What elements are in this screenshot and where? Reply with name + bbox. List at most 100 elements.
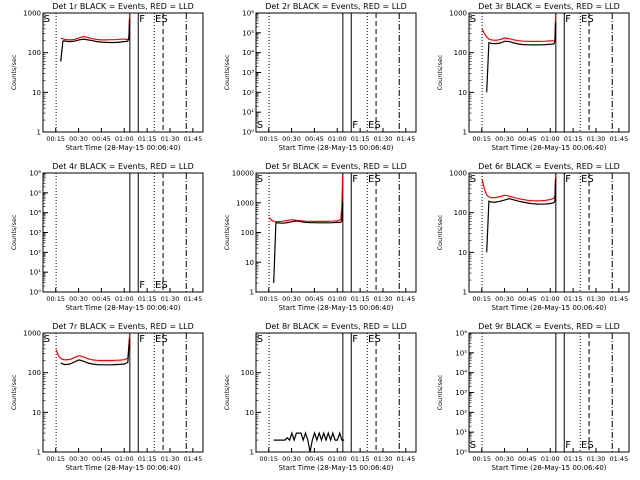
x-tick-label: 01:45	[396, 295, 415, 303]
x-tick-label: 01:45	[183, 295, 202, 303]
marker-label-es: ES	[368, 174, 381, 185]
plot-frame	[42, 172, 204, 293]
x-tick-label: 01:15	[138, 135, 157, 143]
x-tick-label: 01:00	[115, 135, 134, 143]
x-tick-label: 00:45	[305, 295, 324, 303]
x-tick-label: 01:30	[161, 135, 180, 143]
detector-panel-5: Det 5r BLACK = Events, RED = LLD 00:15 00:…	[223, 162, 417, 312]
x-tick-label: 01:15	[351, 295, 370, 303]
y-axis-label: Counts/sec	[10, 54, 18, 90]
y-tick-label: 10⁶	[29, 170, 41, 178]
x-tick-label: 00:15	[472, 455, 491, 463]
x-tick-label: 00:45	[305, 455, 324, 463]
marker-label-f: F	[352, 120, 358, 131]
x-tick-label: 01:00	[115, 295, 134, 303]
x-tick-label: 00:45	[518, 455, 537, 463]
y-tick-label: 10³	[455, 389, 467, 397]
y-tick-label: 1000	[23, 10, 41, 18]
y-axis-label: Counts/sec	[223, 54, 231, 90]
y-axis-label: Counts/sec	[436, 54, 444, 90]
x-axis-label: Start Time (28-May-15 00:06:40)	[491, 304, 606, 312]
x-tick-label: 01:15	[138, 455, 157, 463]
marker-label-es: ES	[581, 440, 594, 451]
x-tick-label: 01:45	[609, 455, 628, 463]
x-tick-label: 00:45	[518, 135, 537, 143]
marker-label-es: ES	[368, 120, 381, 131]
marker-label-f: F	[139, 334, 145, 345]
x-tick-label: 01:30	[161, 295, 180, 303]
marker-label-s: S	[470, 440, 476, 451]
y-tick-label: 10⁶	[242, 10, 254, 18]
x-tick-label: 01:00	[541, 295, 560, 303]
y-tick-label: 1	[37, 449, 41, 457]
plot-frame	[468, 172, 630, 293]
x-tick-label: 00:30	[282, 455, 301, 463]
panel-title: Det 7r BLACK = Events, RED = LLD	[52, 322, 194, 331]
y-tick-label: 10¹	[242, 109, 254, 117]
x-tick-label: 01:00	[328, 135, 347, 143]
detector-panel-1: Det 1r BLACK = Events, RED = LLD 00:15 00:…	[10, 2, 204, 152]
x-tick-label: 01:30	[587, 135, 606, 143]
x-tick-label: 00:45	[92, 455, 111, 463]
y-tick-label: 1	[463, 289, 467, 297]
plot-frame	[468, 12, 630, 133]
x-axis-label: Start Time (28-May-15 00:06:40)	[491, 464, 606, 472]
x-tick-label: 00:30	[495, 295, 514, 303]
x-tick-label: 00:45	[518, 295, 537, 303]
y-tick-label: 10¹	[455, 429, 467, 437]
x-tick-label: 01:30	[587, 455, 606, 463]
lld-series-line	[60, 14, 131, 41]
y-tick-label: 1	[463, 129, 467, 137]
panel-title: Det 8r BLACK = Events, RED = LLD	[265, 322, 407, 331]
panel-title: Det 2r BLACK = Events, RED = LLD	[265, 2, 407, 11]
x-tick-label: 01:30	[374, 295, 393, 303]
marker-label-f: F	[565, 14, 571, 25]
x-axis-label: Start Time (28-May-15 00:06:40)	[65, 464, 180, 472]
y-axis-label: Counts/sec	[10, 214, 18, 250]
marker-label-f: F	[565, 174, 571, 185]
y-tick-label: 10⁵	[242, 29, 254, 37]
y-tick-label: 10⁵	[455, 349, 467, 357]
y-tick-label: 100	[241, 229, 254, 237]
plot-frame	[42, 332, 204, 453]
x-tick-label: 00:30	[69, 455, 88, 463]
detector-panel-6: Det 6r BLACK = Events, RED = LLD 00:15 00:…	[436, 162, 630, 312]
marker-label-f: F	[565, 440, 571, 451]
x-tick-label: 01:00	[541, 135, 560, 143]
panel-title: Det 5r BLACK = Events, RED = LLD	[265, 162, 407, 171]
x-tick-label: 01:00	[328, 295, 347, 303]
lld-series-line	[55, 334, 131, 362]
y-tick-label: 100	[454, 49, 467, 57]
x-axis-label: Start Time (28-May-15 00:06:40)	[491, 144, 606, 152]
events-series-line	[273, 431, 345, 453]
x-tick-label: 00:30	[282, 135, 301, 143]
marker-label-es: ES	[155, 280, 168, 291]
x-tick-label: 00:15	[259, 455, 278, 463]
y-tick-label: 10²	[29, 249, 41, 257]
y-tick-label: 10⁵	[29, 189, 41, 197]
y-tick-label: 10⁴	[29, 209, 41, 217]
marker-label-s: S	[470, 14, 476, 25]
lld-series-line	[481, 14, 557, 43]
marker-label-f: F	[139, 14, 145, 25]
marker-label-s: S	[44, 334, 50, 345]
y-tick-label: 10	[245, 259, 254, 267]
y-axis-label: Counts/sec	[10, 374, 18, 410]
y-tick-label: 100	[454, 209, 467, 217]
x-tick-label: 01:45	[396, 135, 415, 143]
y-tick-label: 10	[32, 409, 41, 417]
y-tick-label: 10³	[29, 229, 41, 237]
plot-frame	[255, 332, 417, 453]
marker-label-s: S	[257, 120, 263, 131]
marker-label-es: ES	[581, 174, 594, 185]
detector-panel-4: Det 4r BLACK = Events, RED = LLD 00:15 00:…	[10, 162, 204, 312]
marker-label-s: S	[257, 174, 263, 185]
x-tick-label: 00:15	[259, 295, 278, 303]
y-tick-label: 10⁴	[242, 49, 254, 57]
panel-title: Det 9r BLACK = Events, RED = LLD	[478, 322, 620, 331]
plot-frame	[255, 172, 417, 293]
y-tick-label: 100	[241, 369, 254, 377]
x-tick-label: 00:15	[46, 295, 65, 303]
marker-label-f: F	[352, 334, 358, 345]
